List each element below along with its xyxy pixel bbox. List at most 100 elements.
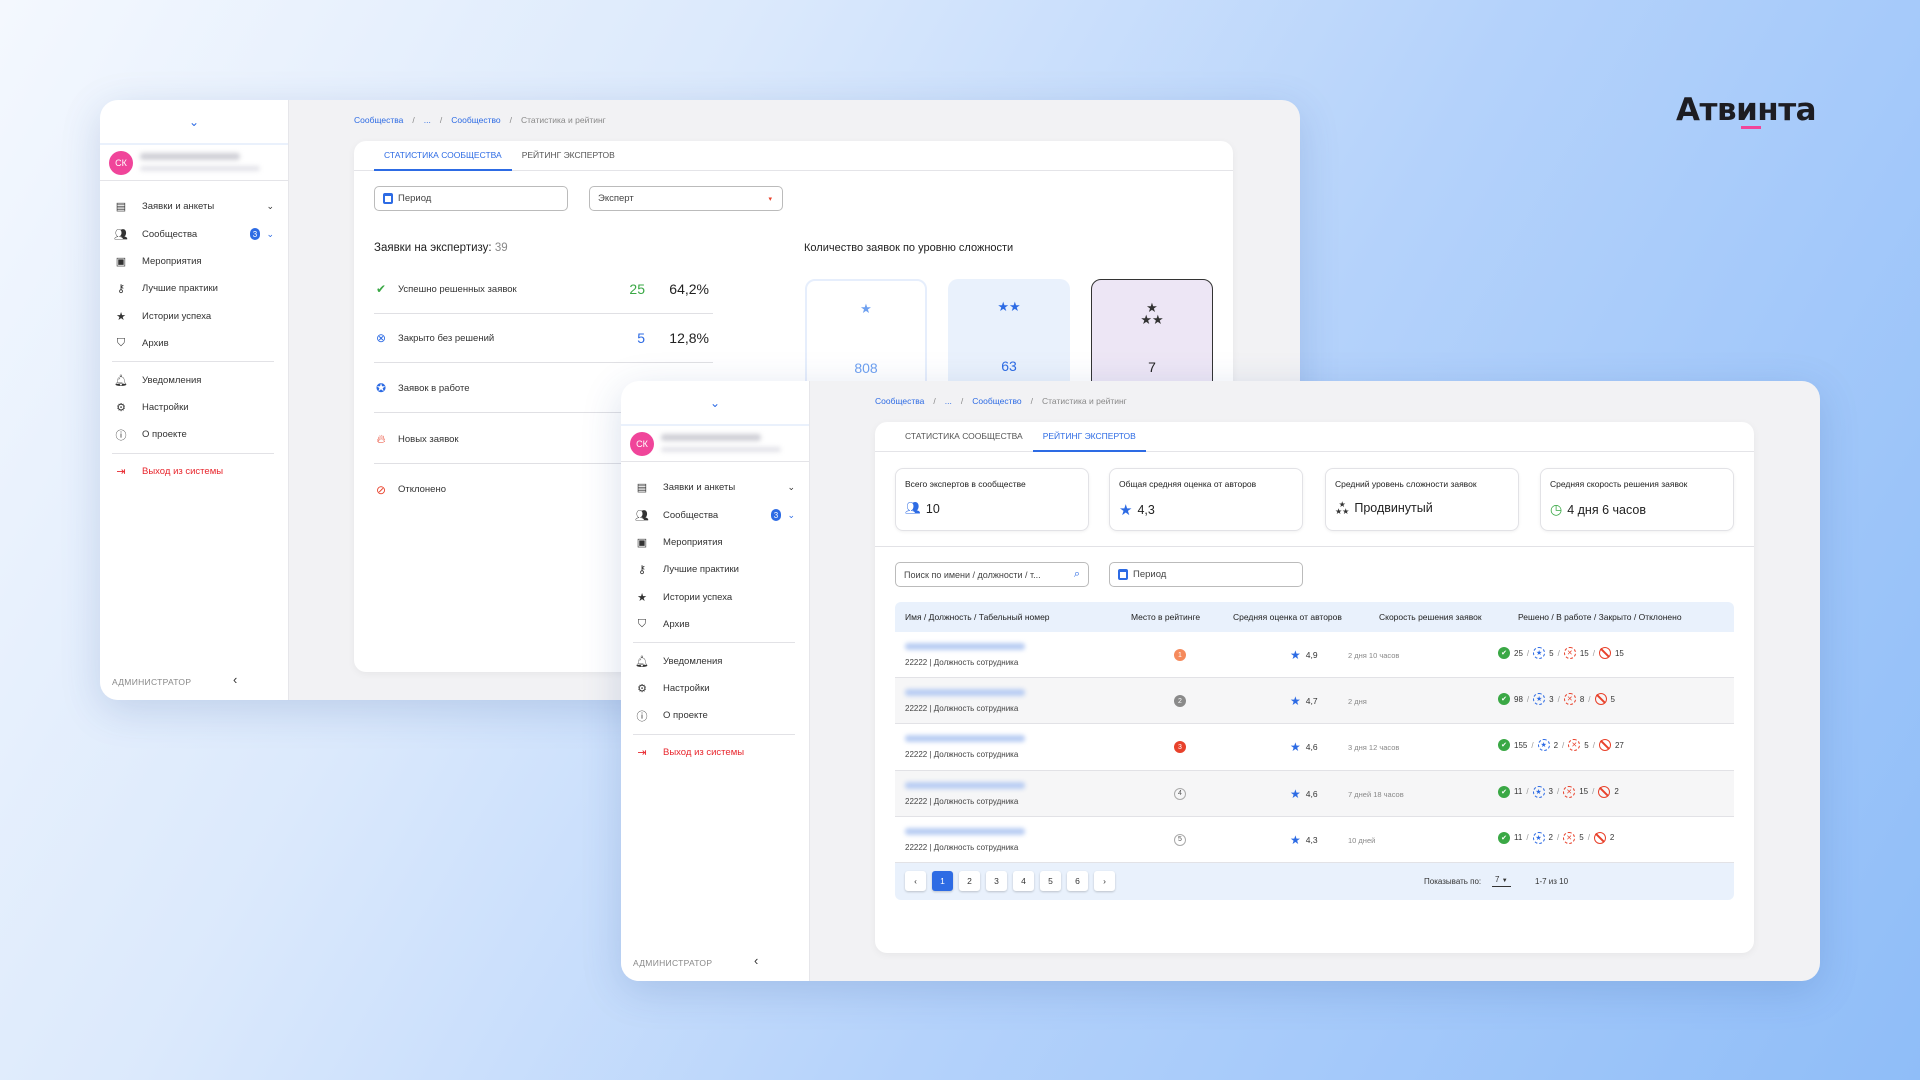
breadcrumb-communities[interactable]: Сообщества [875,396,925,406]
column-header-results[interactable]: Решено / В работе / Закрыто / Отклонено [1518,612,1682,622]
tab-bar: СТАТИСТИКА СООБЩЕСТВА РЕЙТИНГ ЭКСПЕРТОВ [875,422,1754,452]
employee-position: Должность сотрудника [933,658,1019,667]
table-row[interactable]: 22222 | Должность сотрудника 5 ★ 4,3 10 дней… [895,817,1734,863]
table-row[interactable]: 22222 | Должность сотрудника 2 ★ 4,7 2 дня ✔ 9… [895,678,1734,725]
logout-button[interactable]: ⇥ Выход из системы [621,739,809,766]
complexity-title: Количество заявок по уровню сложности [804,242,1014,254]
sidebar-item-events[interactable]: ▣ Мероприятия [100,248,288,275]
page-button-3[interactable]: 3 [986,870,1007,891]
tab-community-stats[interactable]: СТАТИСТИКА СООБЩЕСТВА [374,141,512,171]
page-size-select[interactable]: 7 ▼ [1492,875,1511,887]
page-button-4[interactable]: 4 [1013,870,1034,891]
expert-name-blurred[interactable] [905,689,1025,697]
expert-name-blurred[interactable] [905,735,1025,743]
chevron-down-icon[interactable]: ⌄ [266,228,274,239]
user-email-blurred [140,166,260,171]
period-picker[interactable]: Период [374,186,568,211]
dropdown-arrow-icon: ▾ [768,195,772,203]
rank-badge: 4 [1174,787,1186,800]
sidebar-item-events[interactable]: ▣ Мероприятия [621,529,809,556]
summary-value: 4 дня 6 часов [1567,502,1646,517]
sidebar-item-best-practices[interactable]: ⚷ Лучшие практики [621,556,809,583]
column-header-name[interactable]: Имя / Должность / Табельный номер [905,612,1050,622]
user-profile[interactable]: СК [621,426,809,462]
table-row[interactable]: 22222 | Должность сотрудника 4 ★ 4,6 7 дней … [895,770,1734,817]
column-header-rank[interactable]: Место в рейтинге [1131,612,1201,622]
sidebar-item-about[interactable]: ⓘ О проекте [100,421,288,448]
expert-select[interactable]: Эксперт ▾ [589,186,783,211]
user-role: АДМИНИСТРАТОР [112,677,192,687]
pagination: Показывать по: 7 ▼ 1-7 из 10 ‹ 1 2 3 4 5 6 › [895,862,1734,900]
tab-community-stats[interactable]: СТАТИСТИКА СООБЩЕСТВА [905,431,1023,441]
sidebar-expand-chevron-icon[interactable]: ⌄ [100,100,288,145]
rating-value: 4,3 [1305,834,1318,845]
breadcrumb-ellipsis[interactable]: ... [944,396,952,406]
sidebar-item-archive[interactable]: ⛉ Архив [100,330,288,357]
table-header: Имя / Должность / Табельный номер Место … [895,602,1734,632]
collapse-sidebar-icon[interactable]: ‹ [233,672,238,687]
next-page-button[interactable]: › [1094,870,1115,891]
page-button-6[interactable]: 6 [1067,870,1088,891]
tab-expert-rating[interactable]: РЕЙТИНГ ЭКСПЕРТОВ [1032,422,1146,452]
sidebar-item-settings[interactable]: ⚙ Настройки [100,394,288,421]
star-icon: ★ [1290,648,1301,662]
breadcrumb-communities[interactable]: Сообщества [354,115,404,125]
separator: / [1592,740,1595,750]
separator: / [1526,648,1530,658]
sidebar-expand-chevron-icon[interactable]: ⌄ [621,381,809,426]
expert-name-blurred[interactable] [905,781,1025,789]
summary-card-complexity: Средний уровень сложности заявок ★ ★★ Продв… [1325,468,1519,531]
rating-value: 4,9 [1305,650,1318,660]
collapse-sidebar-icon[interactable]: ‹ [754,953,759,968]
page-size-label: Показывать по: [1424,876,1482,886]
sidebar-item-about[interactable]: ⓘ О проекте [621,702,809,729]
sidebar-item-communities[interactable]: 👥︎ Сообщества 3 ⌄ [621,501,809,528]
chevron-down-icon[interactable]: ⌄ [787,509,795,520]
breadcrumb-community[interactable]: Сообщество [451,115,501,125]
total-label: Заявки на экспертизу: [374,242,492,254]
expert-meta: 22222 | Должность сотрудника [905,704,1019,714]
table-row[interactable]: 22222 | Должность сотрудника 1 ★ 4,9 2 дня 1… [895,632,1734,679]
logout-label: Выход из системы [663,746,745,758]
check-badge-icon: ✔ [1498,831,1510,844]
result-counts: ✔ 11/★ 2/✕ 5/2 [1498,831,1614,844]
user-profile[interactable]: СК [100,145,288,181]
table-row[interactable]: 22222 | Должность сотрудника 3 ★ 4,6 3 дня 1… [895,724,1734,771]
sidebar-item-best-practices[interactable]: ⚷ Лучшие практики [100,275,288,302]
breadcrumb-ellipsis[interactable]: ... [423,115,431,125]
breadcrumb-community[interactable]: Сообщество [972,396,1022,406]
ban-icon [1598,647,1611,659]
three-stars-icon: ★ ★★ [1335,500,1350,516]
search-input[interactable]: Поиск по имени / должности / т... ⌕ [895,562,1089,587]
in-progress-star-icon: ★ [1532,831,1545,844]
sidebar-item-notifications[interactable]: 🔔︎ Уведомления [100,366,288,393]
sidebar-item-archive[interactable]: ⛉ Архив [621,611,809,638]
expert-name-blurred[interactable] [905,827,1025,835]
expert-name-blurred[interactable] [905,643,1025,650]
sidebar-item-notifications[interactable]: 🔔︎ Уведомления [621,647,809,674]
search-icon[interactable]: ⌕ [1073,568,1080,580]
sidebar-item-applications[interactable]: ▤ Заявки и анкеты ⌄ [621,474,809,501]
period-picker[interactable]: Период [1109,562,1303,587]
check-badge-icon: ✔ [1498,785,1510,798]
chevron-down-icon[interactable]: ⌄ [266,201,274,212]
page-button-1[interactable]: 1 [932,870,953,891]
sidebar-item-applications[interactable]: ▤ Заявки и анкеты ⌄ [100,193,288,220]
logout-button[interactable]: ⇥ Выход из системы [100,458,288,485]
chevron-down-icon[interactable]: ⌄ [787,482,795,493]
column-header-speed[interactable]: Скорость решения заявок [1379,612,1482,622]
ban-icon: ⊘ [375,482,387,497]
page-button-5[interactable]: 5 [1040,870,1061,891]
page-button-2[interactable]: 2 [959,870,980,891]
prev-page-button[interactable]: ‹ [905,870,926,891]
count-in_work: 5 [1549,648,1554,658]
gear-icon: ⚙ [637,682,647,695]
closed-x-icon: ✕ [1563,693,1576,706]
tab-expert-rating[interactable]: РЕЙТИНГ ЭКСПЕРТОВ [521,150,615,160]
sidebar-item-success-stories[interactable]: ★ Истории успеха [100,303,288,330]
sidebar-item-settings[interactable]: ⚙ Настройки [621,675,809,702]
sidebar-item-success-stories[interactable]: ★ Истории успеха [621,584,809,611]
column-header-rating[interactable]: Средняя оценка от авторов [1233,612,1342,622]
avatar: СК [630,432,654,456]
sidebar-item-communities[interactable]: 👥︎ Сообщества 3 ⌄ [100,220,288,247]
